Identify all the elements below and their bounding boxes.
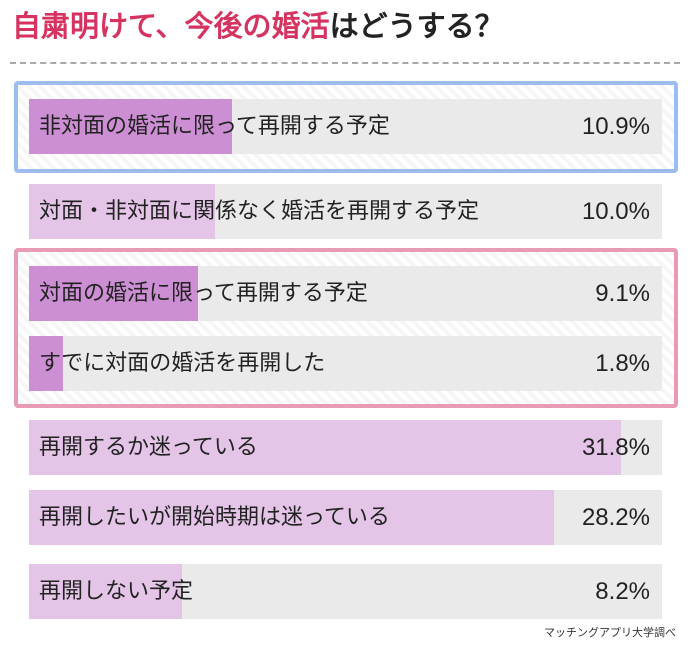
category-label: 対面の婚活に限って再開する予定 <box>39 281 368 306</box>
category-label: 非対面の婚活に限って再開する予定 <box>39 114 390 139</box>
bar <box>29 184 215 239</box>
chart-title-rest: はどうする？ <box>329 9 504 43</box>
value-label: 31.8% <box>581 434 650 461</box>
bar <box>29 99 232 154</box>
bar <box>29 266 198 321</box>
category-label: 対面・非対面に関係なく婚活を再開する予定 <box>39 199 480 224</box>
bar-row: 対面・非対面に関係なく婚活を再開する予定 10.0% <box>29 184 662 239</box>
bar-row: 非対面の婚活に限って再開する予定 10.9% <box>29 99 662 154</box>
source-note: マッチングアプリ大学調べ <box>544 626 676 639</box>
bar-row: 再開するか迷っている 31.8% <box>29 420 662 475</box>
bar <box>29 420 621 475</box>
category-label: 再開するか迷っている <box>39 435 258 460</box>
bar-row: 対面の婚活に限って再開する予定 9.1% <box>29 266 662 321</box>
value-label: 28.2% <box>581 504 650 531</box>
bar-row: すでに対面の婚活を再開した 1.8% <box>29 336 662 391</box>
chart-title: 自粛明けて、今後の婚活はどうする？ <box>12 6 504 46</box>
title-divider <box>10 62 680 64</box>
category-label: 再開しない予定 <box>39 579 194 604</box>
bar <box>29 564 182 619</box>
value-label: 9.1% <box>595 280 650 307</box>
bar <box>29 336 63 391</box>
value-label: 10.9% <box>581 113 650 140</box>
category-label: 再開したいが開始時期は迷っている <box>39 505 390 530</box>
value-label: 10.0% <box>581 198 650 225</box>
category-label: すでに対面の婚活を再開した <box>39 351 326 376</box>
value-label: 1.8% <box>595 350 650 377</box>
bar <box>29 490 554 545</box>
bar-row: 再開しない予定 8.2% <box>29 564 662 619</box>
value-label: 8.2% <box>595 578 650 605</box>
chart-title-accent: 自粛明けて、今後の婚活 <box>12 9 330 43</box>
bar-row: 再開したいが開始時期は迷っている 28.2% <box>29 490 662 545</box>
